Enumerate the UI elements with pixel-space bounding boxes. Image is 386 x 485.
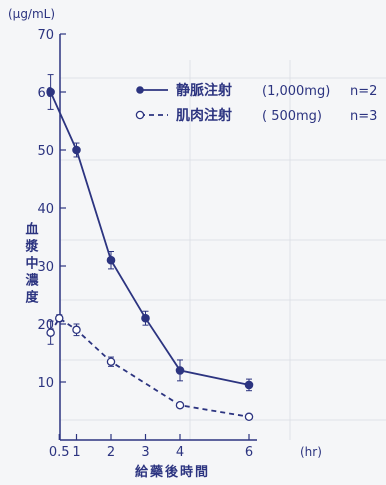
x-axis: 0.5 1 2 3 4 6 xyxy=(49,434,257,460)
data-point xyxy=(141,313,150,323)
series-line-1 xyxy=(49,91,250,386)
legend-marker xyxy=(135,110,145,120)
legend-name: 静脈注射 xyxy=(176,82,232,99)
legend-n: n=3 xyxy=(350,109,377,124)
data-point xyxy=(72,325,81,335)
legend-n: n=2 xyxy=(350,84,377,99)
data-point xyxy=(106,255,116,265)
x-tick-label: 1 xyxy=(72,445,80,460)
unit-label: (μg/mL) xyxy=(8,7,55,21)
y-tick-label: 30 xyxy=(37,260,54,275)
data-point xyxy=(46,87,55,97)
data-point xyxy=(46,328,55,337)
legend-dose: (1,000mg) xyxy=(262,84,330,99)
x-tick-label: 3 xyxy=(141,445,149,460)
y-tick-label: 10 xyxy=(37,376,54,391)
legend-name: 肌肉注射 xyxy=(176,107,232,124)
legend-marker xyxy=(136,86,144,94)
y-axis-title: 血漿中濃度 xyxy=(23,221,40,307)
data-point xyxy=(244,412,254,422)
legend: 静脈注射 (1,000mg) n=2 肌肉注射 ( 500mg) n=3 xyxy=(135,82,377,124)
data-point xyxy=(72,145,81,155)
x-tick-label: 6 xyxy=(245,445,253,460)
data-point xyxy=(175,400,185,410)
y-tick-label: 50 xyxy=(37,144,54,159)
x-tick-label: 4 xyxy=(176,445,184,460)
series-layer xyxy=(46,74,254,422)
x-tick-label: 2 xyxy=(107,445,115,460)
x-axis-unit: (hr) xyxy=(300,445,322,459)
series-line-2 xyxy=(49,316,250,418)
legend-dose: ( 500mg) xyxy=(262,109,322,124)
y-tick-label: 70 xyxy=(37,28,54,43)
y-tick-label: 40 xyxy=(37,202,54,217)
data-point xyxy=(106,357,116,366)
x-axis-title: 給藥後時間 xyxy=(135,464,210,480)
data-point xyxy=(175,366,185,375)
x-tick-label: 0.5 xyxy=(49,445,70,460)
data-point xyxy=(244,380,254,390)
data-point xyxy=(55,313,64,323)
